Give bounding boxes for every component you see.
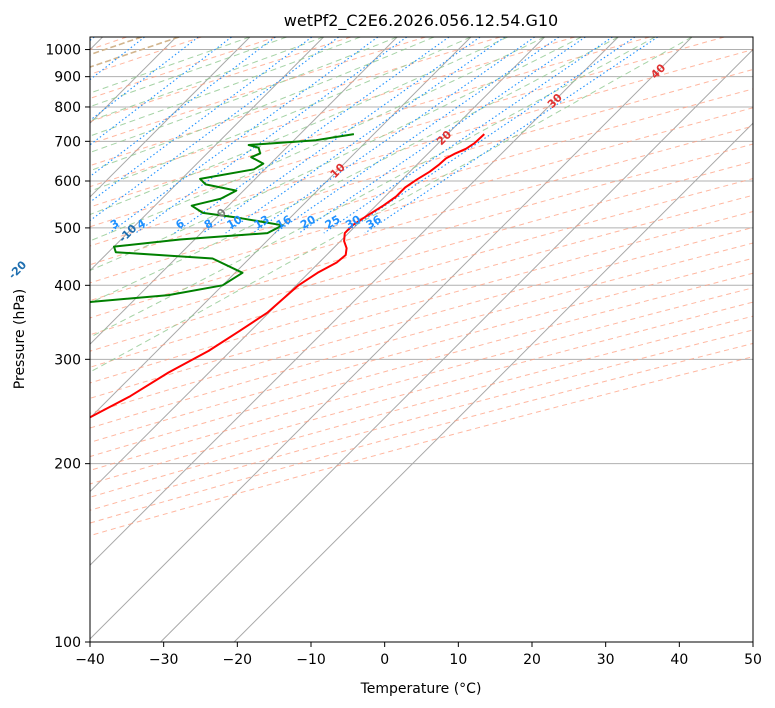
x-tick-label: 40 bbox=[670, 652, 688, 668]
isotherm-line bbox=[90, 37, 398, 345]
isotherm-line bbox=[90, 37, 472, 419]
dry-adiabat-line bbox=[90, 356, 753, 537]
x-tick-label: 20 bbox=[523, 652, 541, 668]
mixing-ratio-line bbox=[108, 37, 379, 234]
y-tick-label: 300 bbox=[54, 352, 81, 368]
dry-adiabat-line bbox=[90, 194, 753, 384]
x-axis-label: Temperature (°C) bbox=[360, 681, 482, 697]
dry-adiabat-line bbox=[90, 211, 753, 399]
dry-adiabat-line bbox=[90, 37, 277, 99]
dry-adiabat-line bbox=[90, 315, 753, 498]
moist-adiabat-line bbox=[90, 37, 693, 373]
isotherm-line bbox=[90, 37, 324, 272]
moist-adiabat-line bbox=[90, 37, 324, 122]
y-tick-label: 900 bbox=[54, 70, 81, 86]
dry-adiabat-line bbox=[90, 143, 753, 336]
dry-adiabat-line bbox=[90, 49, 753, 247]
mixing-ratio-line bbox=[90, 37, 313, 203]
dry-adiabat-line bbox=[90, 226, 753, 414]
dry-adiabat-line bbox=[90, 37, 650, 208]
dry-adiabat-line bbox=[90, 37, 351, 123]
y-tick-label: 600 bbox=[54, 174, 81, 190]
mixing-ratio-label: 6 bbox=[173, 216, 186, 231]
x-tick-label: 50 bbox=[744, 652, 762, 668]
mixing-ratio-line bbox=[343, 37, 636, 234]
y-tick-label: 400 bbox=[54, 278, 81, 294]
dry-adiabat-line bbox=[90, 107, 753, 302]
dry-adiabat-line bbox=[90, 178, 753, 368]
moist-adiabat-line bbox=[90, 37, 361, 137]
line-labels: 346810131620253036-100-90-80-70-60-50-40… bbox=[6, 61, 669, 282]
isotherm-label: -20 bbox=[6, 258, 29, 281]
mixing-ratio-line bbox=[274, 37, 560, 234]
mixing-ratio-label: 30 bbox=[343, 213, 363, 232]
moist-adiabat-line bbox=[90, 37, 472, 192]
y-tick-label: 1000 bbox=[45, 43, 81, 59]
dry-adiabat-line bbox=[90, 257, 753, 443]
dry-adiabat-line bbox=[90, 68, 753, 266]
y-tick-label: 800 bbox=[54, 100, 81, 116]
y-axis-ticks: 100 200 300 400 500 600 700 800 900 1000 bbox=[45, 43, 90, 651]
mixing-ratio-line bbox=[252, 37, 535, 234]
x-axis-ticks: −40 −30 −20 −10 0 10 20 30 40 50 bbox=[75, 642, 762, 668]
y-tick-label: 700 bbox=[54, 134, 81, 150]
y-axis-label: Pressure (hPa) bbox=[12, 289, 28, 389]
y-tick-label: 200 bbox=[54, 457, 81, 473]
mixing-ratio-line bbox=[202, 37, 481, 234]
x-tick-label: 10 bbox=[449, 652, 467, 668]
mixing-ratio-line bbox=[364, 37, 659, 234]
mixing-ratio-line bbox=[174, 37, 450, 234]
moist-adiabat-line bbox=[90, 37, 435, 172]
mixing-ratio-label: 3 bbox=[108, 217, 121, 232]
mixing-ratio-line bbox=[90, 37, 199, 121]
isotherm-label: 30 bbox=[545, 91, 565, 111]
dry-adiabat-line bbox=[90, 287, 753, 471]
dry-adiabat-line bbox=[90, 125, 753, 319]
grid-lines bbox=[90, 37, 753, 642]
mixing-ratio-line bbox=[323, 37, 613, 234]
plot-frame bbox=[89, 36, 754, 643]
chart-title: wetPf2_C2E6.2026.056.12.54.G10 bbox=[284, 11, 558, 31]
dry-adiabat-line bbox=[90, 88, 753, 284]
dry-adiabat-line bbox=[90, 301, 753, 485]
moist-adiabat-line bbox=[90, 37, 582, 272]
isotherm-line bbox=[90, 37, 693, 640]
mixing-ratio-line bbox=[298, 37, 586, 234]
x-tick-label: −20 bbox=[223, 652, 253, 668]
mixing-ratio-label: 13 bbox=[252, 213, 272, 232]
x-tick-label: 30 bbox=[597, 652, 615, 668]
moist-adiabat-line bbox=[90, 37, 619, 304]
isotherm-line bbox=[90, 37, 251, 198]
moist-adiabat-line bbox=[90, 37, 656, 338]
dry-adiabat-line bbox=[90, 37, 576, 188]
y-tick-label: 100 bbox=[54, 635, 81, 651]
x-tick-label: 0 bbox=[380, 652, 389, 668]
mixing-ratio-line bbox=[90, 37, 145, 81]
temperature-profile-line bbox=[90, 133, 485, 419]
isotherm-line bbox=[90, 37, 619, 566]
dry-adiabat-line bbox=[90, 37, 725, 228]
mixing-ratio-line bbox=[90, 37, 339, 222]
dry-adiabat-line bbox=[90, 37, 501, 167]
dry-adiabat-line bbox=[90, 329, 753, 511]
y-tick-label: 500 bbox=[54, 221, 81, 237]
isotherm-line bbox=[233, 122, 753, 642]
dry-adiabat-line bbox=[90, 272, 753, 458]
isotherm-line bbox=[160, 48, 753, 642]
moist-adiabat-line bbox=[90, 37, 508, 216]
dry-adiabat-line bbox=[90, 37, 202, 75]
moist-adiabat-line bbox=[90, 37, 545, 242]
dry-adiabat-line bbox=[90, 342, 753, 524]
x-tick-label: −40 bbox=[75, 652, 105, 668]
x-tick-label: −10 bbox=[296, 652, 326, 668]
dewpoint-profile-line bbox=[90, 133, 355, 304]
mixing-ratio-line bbox=[225, 37, 506, 234]
dry-adiabat-line bbox=[90, 242, 753, 429]
dry-adiabat-line bbox=[90, 161, 753, 352]
x-tick-label: −30 bbox=[149, 652, 179, 668]
profile-lines bbox=[90, 133, 485, 419]
dry-adiabat-line bbox=[90, 37, 426, 145]
